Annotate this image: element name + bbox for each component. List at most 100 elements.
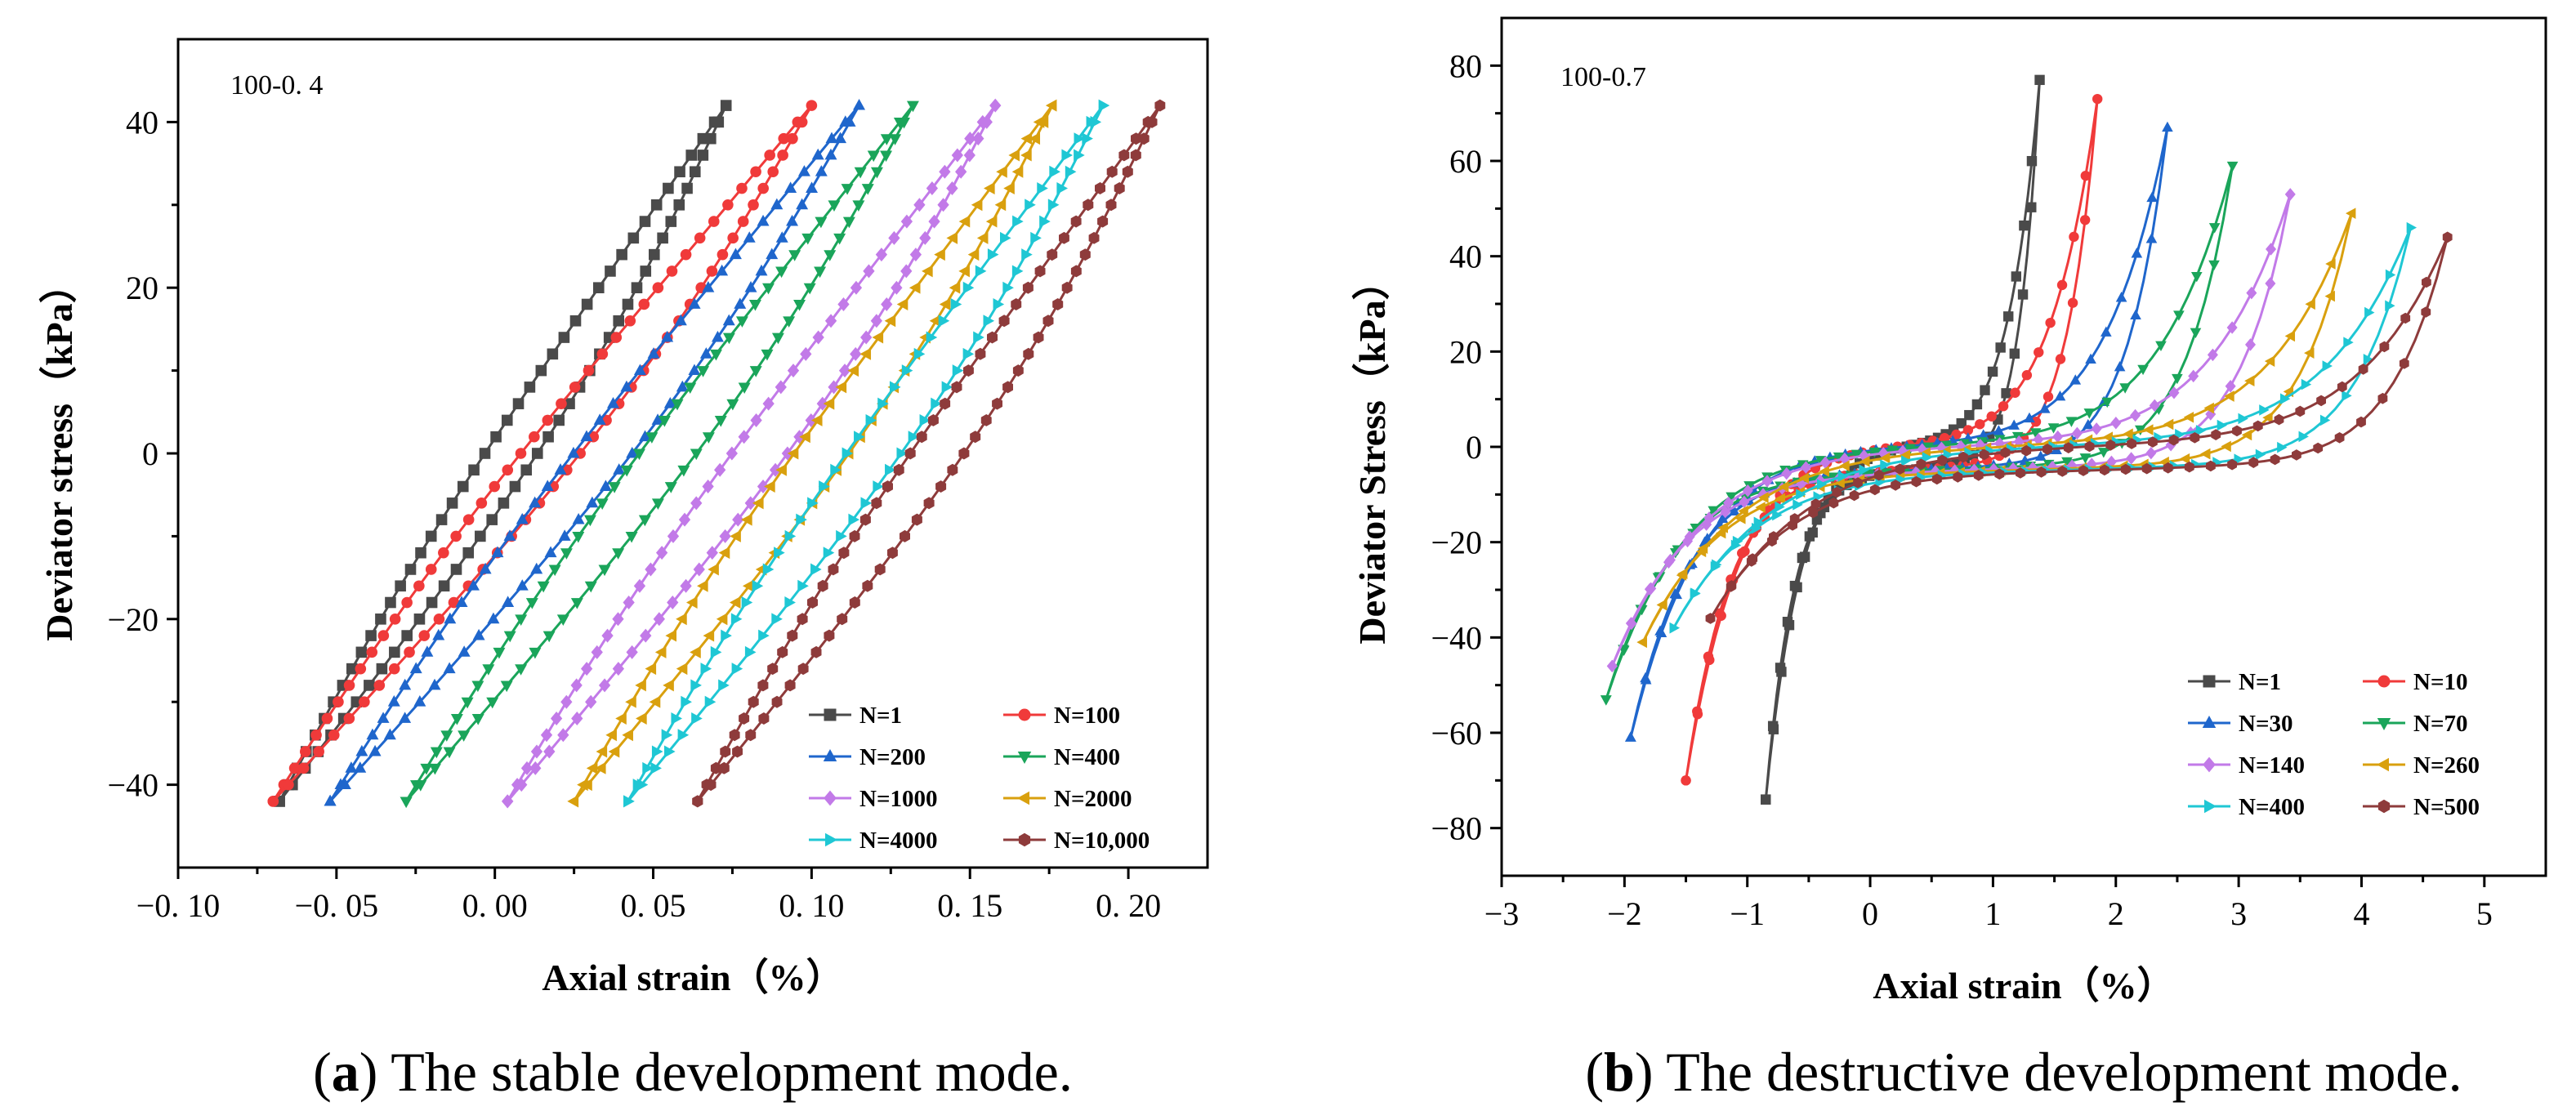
panel-b-data-point <box>1775 501 1785 513</box>
panel-a-data-point <box>874 563 886 576</box>
panel-a-data-point <box>816 396 828 411</box>
panel-b-data-point <box>1710 560 1721 573</box>
panel-a-data-point <box>421 645 434 657</box>
panel-a-data-point <box>596 745 608 758</box>
panel-a-data-point <box>529 431 540 443</box>
panel-a-data-point <box>758 712 770 725</box>
panel-a-data-point <box>830 463 842 476</box>
panel-b-data-point <box>2246 286 2257 300</box>
panel-a-data-point <box>952 364 964 377</box>
panel-b-data-point <box>1761 794 1771 805</box>
panel-a-data-point <box>585 694 597 709</box>
panel-a-data-point <box>1097 215 1109 228</box>
panel-a-data-point <box>704 695 717 708</box>
panel-b-data-point <box>2295 405 2306 417</box>
panel-b-series <box>1636 207 2356 648</box>
panel-b-data-point <box>1953 471 1963 483</box>
panel-a-data-point <box>824 629 835 642</box>
panel-a-data-point <box>1012 364 1024 377</box>
panel-a-data-point <box>777 645 788 658</box>
panel-b-data-point <box>2346 207 2356 219</box>
panel-a-series-group <box>267 98 1166 809</box>
panel-a-data-point <box>385 596 396 609</box>
panel-b-data-point <box>2079 453 2092 464</box>
panel-a-data-point <box>608 745 620 758</box>
panel-a-data-point <box>771 695 783 708</box>
panel-a-data-point <box>486 697 499 709</box>
panel-a-x-axis-title: Axial strain（%） <box>542 957 843 998</box>
panel-a-data-point <box>1061 149 1074 162</box>
panel-a-data-point <box>586 496 599 508</box>
panel-a-data-point <box>613 315 625 327</box>
panel-a-data-point <box>718 679 730 692</box>
panel-a-data-point <box>975 265 987 278</box>
panel-a-data-point <box>951 381 962 394</box>
panel-a-data-point <box>515 664 528 676</box>
panel-b-data-point <box>1690 588 1701 600</box>
panel-a-data-point <box>1047 199 1060 212</box>
panel-a-data-point <box>758 629 770 642</box>
panel-a-data-point <box>1146 115 1158 128</box>
panel-a-data-point <box>479 562 492 574</box>
panel-a-data-point <box>622 729 633 742</box>
panel-a-data-point <box>425 530 437 542</box>
panel-a-data-point <box>904 447 916 460</box>
panel-a-data-point <box>642 761 654 774</box>
panel-a-data-point <box>601 628 614 643</box>
panel-a-data-point <box>1088 231 1100 244</box>
panel-a-data-point <box>542 631 556 643</box>
panel-b-data-point <box>1986 411 1997 422</box>
panel-a-data-point <box>777 149 788 161</box>
panel-b-data-point <box>1869 484 1880 496</box>
panel-a-y-tick-label: 0 <box>142 435 158 472</box>
panel-a-data-point <box>797 613 808 626</box>
panel-b-data-point <box>2232 425 2242 437</box>
panel-a-y-tick-label: −20 <box>107 601 158 638</box>
panel-b-legend: N=1 N=10 N=30 N=70 N=140 N=260 N=400 N=500 <box>2188 669 2480 820</box>
panel-b-data-point <box>1853 477 1863 489</box>
panel-a-data-point <box>1122 165 1133 178</box>
panel-b-data-point <box>2211 429 2221 440</box>
panel-b-data-point <box>2008 419 2020 430</box>
panel-b-data-point <box>1808 506 1819 519</box>
panel-b-data-point <box>1663 556 1674 569</box>
panel-b-data-point <box>1797 552 1808 564</box>
panel-a-data-point <box>726 399 739 411</box>
panel-b-data-point <box>2011 271 2022 282</box>
panel-b-data-point <box>2173 310 2185 321</box>
panel-b-data-point <box>1715 527 1726 539</box>
panel-a-data-point <box>467 579 480 591</box>
panel-a-data-point <box>896 447 909 460</box>
panel-a-data-point <box>865 413 877 426</box>
panel-b-x-tick-label: 2 <box>2108 895 2124 932</box>
panel-a-data-point <box>722 332 735 345</box>
panel-a-data-point <box>364 680 375 691</box>
panel-b-data-point <box>1886 445 1899 456</box>
panel-a-data-point <box>690 679 702 692</box>
panel-b-data-point <box>1859 464 1869 476</box>
panel-a-data-point <box>567 795 579 808</box>
panel-a-data-point <box>475 498 488 509</box>
panel-a-data-point <box>711 330 724 342</box>
panel-a-data-point <box>300 746 311 757</box>
panel-a-data-point <box>581 779 592 792</box>
panel-a-data-point <box>388 663 400 675</box>
panel-b-x-tick-label: 0 <box>1862 895 1878 932</box>
panel-a-data-point <box>870 314 882 328</box>
panel-a-data-point <box>732 745 743 758</box>
panel-a-data-point <box>742 579 754 592</box>
panel-a-data-point <box>706 546 718 560</box>
panel-a-data-point <box>493 647 506 659</box>
panel-a-data-point <box>468 464 480 476</box>
panel-b-data-point <box>2027 461 2038 475</box>
panel-a-data-point <box>702 432 715 444</box>
panel-b-data-point <box>2224 390 2234 402</box>
panel-a-data-point <box>638 298 650 310</box>
panel-b-x-tick-label: 5 <box>2476 895 2493 932</box>
panel-b-data-point <box>1730 539 1742 551</box>
panel-b-data-point <box>1789 580 1801 591</box>
panel-b-data-point <box>2208 223 2221 234</box>
panel-a-legend-marker <box>824 708 837 721</box>
panel-a-data-point <box>663 397 676 408</box>
panel-a-data-point <box>729 729 740 742</box>
